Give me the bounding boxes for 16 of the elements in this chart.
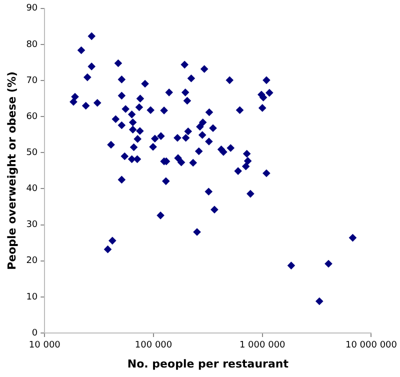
x-axis-title: No. people per restaurant (127, 357, 288, 370)
y-tick-label: 60 (26, 112, 38, 122)
y-tick-label: 50 (26, 148, 38, 158)
y-tick-label: 80 (26, 40, 38, 50)
y-tick-label: 20 (26, 256, 38, 266)
y-tick-label: 90 (26, 4, 38, 14)
y-axis-title: People overweight or obese (%) (5, 71, 18, 270)
y-tick-label: 40 (26, 184, 38, 194)
y-tick-label: 0 (32, 328, 38, 338)
x-tick-label: 1 000 000 (239, 340, 286, 351)
x-tick-label: 10 000 (28, 340, 61, 351)
y-tick-label: 10 (26, 292, 38, 302)
y-tick-label: 30 (26, 220, 38, 230)
y-tick-label: 70 (26, 76, 38, 86)
x-tick-label: 100 000 (134, 340, 172, 351)
x-tick-label: 10 000 000 (345, 340, 398, 351)
